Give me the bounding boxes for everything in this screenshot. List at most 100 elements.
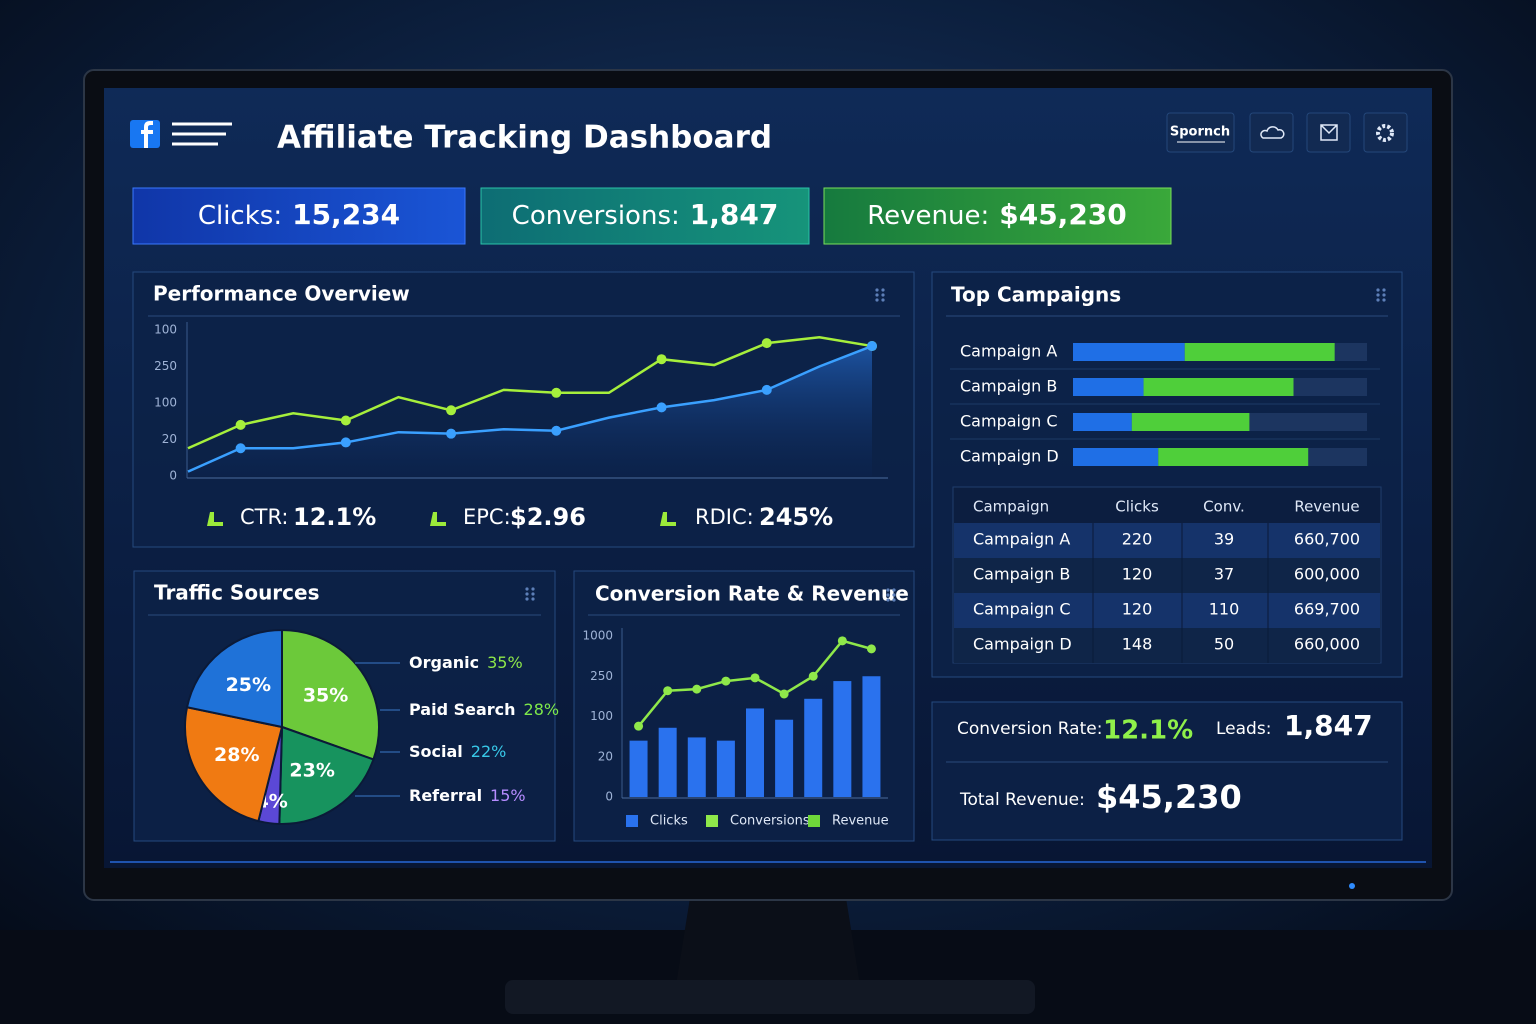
grip-dot	[531, 592, 535, 596]
legend-entry: Referral 15%	[409, 786, 526, 805]
table-cell: 660,700	[1294, 530, 1360, 549]
table-cell: 148	[1122, 635, 1153, 654]
bar	[746, 708, 764, 797]
y-tick-label: 0	[605, 790, 613, 804]
bar	[658, 727, 677, 797]
bar-segment	[1073, 448, 1159, 466]
point	[692, 684, 702, 694]
table-cell: 660,000	[1294, 635, 1360, 654]
table-cell: Campaign A	[973, 530, 1070, 549]
bar	[862, 676, 881, 797]
summary-label: Leads:	[1216, 719, 1271, 739]
summary-value: 1,847	[1284, 709, 1373, 742]
legend-swatch	[808, 815, 820, 827]
bar-segment	[1073, 413, 1132, 431]
table-row	[954, 628, 1380, 663]
point	[340, 437, 351, 448]
category-label: Campaign D	[960, 447, 1059, 466]
legend-value: 35%	[487, 653, 523, 672]
table-cell: 120	[1122, 565, 1153, 584]
point	[656, 354, 667, 365]
legend-swatch	[626, 815, 638, 827]
summary-label: Conversion Rate:	[957, 719, 1102, 739]
table-cell: 37	[1214, 565, 1234, 584]
point	[551, 425, 562, 436]
point	[761, 338, 772, 349]
bar-segment	[1143, 378, 1294, 396]
kpi-label: Clicks:	[198, 201, 282, 231]
point	[779, 689, 789, 699]
table-cell: 669,700	[1294, 600, 1360, 619]
settings-icon	[1376, 124, 1394, 142]
slice-label: 35%	[303, 685, 348, 707]
stat-icon	[207, 512, 223, 526]
cloud-button[interactable]	[1249, 112, 1294, 153]
point	[761, 384, 772, 395]
grip-dot	[531, 597, 535, 601]
line	[187, 336, 873, 450]
kpi-label: Revenue:	[867, 201, 989, 231]
stat-label: EPC:	[463, 505, 511, 529]
y-tick-label: 20	[598, 749, 613, 763]
grip-dot	[892, 598, 896, 602]
point	[656, 402, 667, 413]
grip-dot	[1376, 293, 1380, 297]
pie-slice	[184, 706, 284, 823]
menu-icon[interactable]	[172, 122, 232, 146]
point	[808, 671, 818, 681]
table-row	[954, 558, 1380, 593]
table-cell: Campaign D	[973, 635, 1072, 654]
bar-segment	[1131, 413, 1250, 431]
grip-dot	[892, 593, 896, 597]
table-row	[954, 593, 1380, 628]
pie-slice	[278, 725, 375, 825]
y-tick-label: 1000	[582, 629, 613, 643]
bar-segment	[1073, 343, 1185, 361]
slice-label: 28%	[214, 744, 259, 766]
grip-dot	[531, 587, 535, 591]
grip-dot	[1382, 288, 1386, 292]
table-row	[954, 523, 1380, 558]
grip-dot	[1382, 298, 1386, 302]
table-header: Revenue	[1294, 498, 1359, 516]
grip-dot	[1382, 293, 1386, 297]
grip-dot	[892, 588, 896, 592]
pie-slice	[185, 628, 283, 729]
legend-label: Clicks	[650, 814, 688, 829]
bar	[804, 698, 823, 797]
bar-segment	[1073, 378, 1144, 396]
grip-dot	[525, 597, 529, 601]
legend-value: 15%	[490, 786, 526, 805]
kpi-value: $45,230	[999, 198, 1127, 231]
grip-dot	[525, 592, 529, 596]
summary-value: $45,230	[1096, 778, 1242, 816]
kpi: Revenue: $45,230	[867, 198, 1127, 231]
monitor-base	[505, 980, 1035, 1014]
y-tick-label: 250	[590, 669, 613, 683]
point	[235, 443, 246, 454]
dividers	[148, 315, 1388, 763]
kpi-value: 15,234	[292, 198, 400, 231]
table-header: Campaign	[973, 498, 1049, 516]
legend-entry: Paid Search 28%	[409, 700, 559, 719]
grip-dot	[881, 298, 885, 302]
table-header: Clicks	[1115, 498, 1159, 516]
grip-dot	[886, 593, 890, 597]
stat-icon	[660, 512, 676, 526]
table-cell: Campaign C	[973, 600, 1071, 619]
mail-icon	[1320, 124, 1338, 141]
point	[551, 387, 562, 398]
point	[866, 644, 876, 654]
y-tick-label: 20	[162, 432, 177, 446]
summary-value: 12.1%	[1103, 716, 1193, 746]
grip-dot	[886, 588, 890, 592]
kpi: Conversions: 1,847	[512, 198, 779, 231]
legend-value: 22%	[471, 742, 507, 761]
legend-name: Paid Search	[409, 700, 516, 719]
legend-name: Referral	[409, 786, 482, 805]
y-tick-label: 100	[590, 709, 613, 723]
settings-button[interactable]	[1363, 112, 1408, 153]
y-tick-label: 0	[169, 469, 177, 483]
table-cell: 110	[1209, 600, 1240, 619]
grip-dot	[881, 293, 885, 297]
